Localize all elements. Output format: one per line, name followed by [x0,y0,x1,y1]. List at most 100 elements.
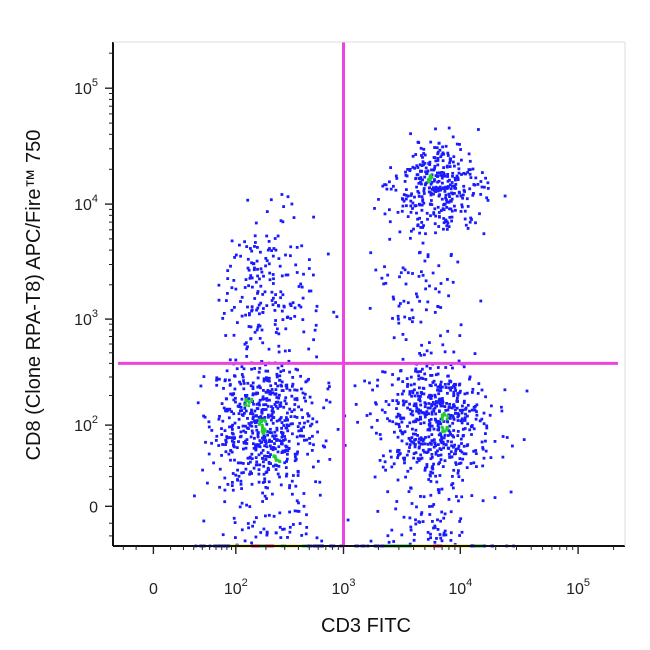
event-dot [262,307,265,310]
event-dot [423,183,427,187]
event-dot [418,397,421,401]
event-dot [431,504,434,508]
event-dot [459,461,463,465]
event-dot [408,402,411,406]
event-dot [445,220,449,224]
event-dot [408,443,412,447]
event-dot [233,387,237,391]
event-dot [227,416,231,420]
event-dot [406,271,410,275]
event-dot [409,132,412,136]
event-dot [422,189,426,193]
event-dot [428,178,432,182]
event-dot [452,445,455,449]
event-dot [426,255,430,259]
event-dot [288,370,291,374]
event-dot [422,201,426,205]
event-dot [229,264,232,268]
event-dot [421,156,424,159]
event-dot [426,217,429,221]
event-dot [417,141,421,144]
event-dot [432,438,436,442]
event-dot [456,434,460,437]
event-dot [419,513,423,516]
event-dot [423,372,427,376]
event-dot [293,415,297,418]
event-dot [265,397,269,400]
event-dot [252,466,256,470]
event-dot [500,405,503,409]
event-dot [324,439,328,443]
event-dot [280,380,284,384]
event-dot [423,259,427,263]
event-dot [474,176,478,180]
event-dot [423,405,427,409]
event-dot [383,265,386,269]
event-dot [251,381,255,385]
event-dot [265,259,269,263]
event-dot [231,393,234,397]
event-dot [413,445,417,449]
event-dot [408,438,412,442]
event-dot [260,360,263,363]
event-dot [308,442,312,445]
event-dot [472,192,475,195]
event-dot [225,369,229,373]
event-dot [266,248,270,252]
event-dot [282,424,286,427]
event-dot [440,487,444,491]
event-dot [226,292,229,295]
event-dot [456,162,460,166]
event-dot [481,446,485,449]
event-dot [414,153,418,156]
event-dot [442,166,445,169]
event-dot [445,428,448,432]
event-dot [292,408,296,412]
event-dot [376,384,379,388]
event-dot [400,420,404,424]
event-dot [254,425,258,428]
event-dot [249,435,253,439]
event-dot [260,451,263,455]
event-dot [238,380,241,384]
event-dot [432,168,436,172]
event-dot [315,420,319,424]
event-dot [293,397,297,401]
event-dot [444,144,448,148]
event-dot [433,222,437,226]
event-dot [294,263,298,267]
event-dot [256,407,260,411]
event-dot [452,384,455,388]
event-dot [293,403,297,406]
event-dot [392,184,395,188]
event-dot [439,385,442,389]
event-dot [439,380,443,384]
event-dot [419,415,422,419]
event-dot [276,366,280,370]
event-dot [438,474,442,477]
event-dot [236,468,239,472]
event-dot [255,402,259,406]
event-dot [230,308,234,312]
event-dot [370,425,374,429]
event-dot [438,193,441,197]
event-dot [475,413,479,417]
event-dot [420,270,423,274]
event-dot [289,254,292,258]
event-dot [254,535,258,539]
event-dot [405,377,409,380]
event-dot [255,308,258,312]
event-dot [409,375,413,379]
event-dot [239,461,243,465]
event-dot [293,452,297,456]
event-dot [231,423,234,427]
event-dot [260,270,264,274]
event-dot [297,285,301,288]
event-dot [446,426,450,430]
event-dot [448,178,451,182]
event-dot [371,388,374,392]
event-dot [256,431,260,435]
event-dot [429,493,433,497]
event-dot [265,377,269,381]
event-dot [485,196,489,200]
